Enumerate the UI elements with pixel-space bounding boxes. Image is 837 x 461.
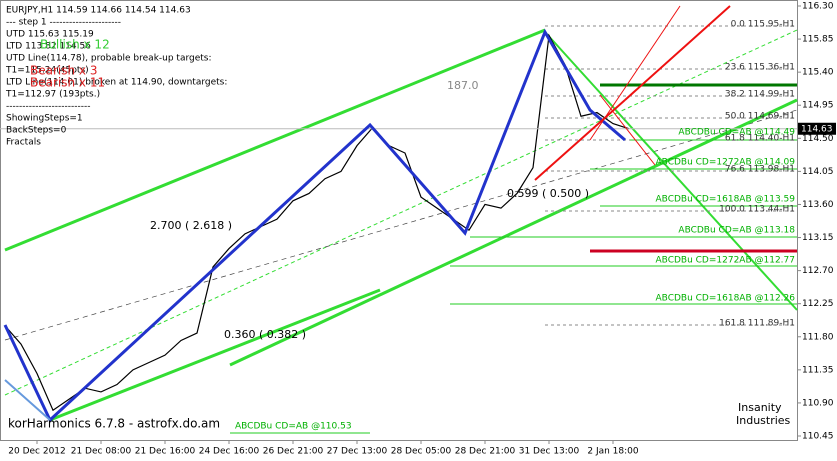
projections: [534, 5, 731, 181]
logo: Industries: [736, 414, 791, 427]
channel-dashed: [4, 109, 798, 341]
y-tick-label: 110.90: [802, 398, 834, 408]
info-line: T1=112.97 (193pts.): [5, 90, 100, 100]
info-line: UTD Line(114.78), probable break-up targ…: [6, 54, 212, 64]
y-tick-label: 112.70: [802, 266, 834, 276]
ratio-label: 2.700 ( 2.618 ): [150, 219, 232, 232]
ratio-label: 0.360 ( 0.382 ): [224, 328, 306, 341]
bearish-count: Bearish x 3: [30, 64, 97, 78]
fib-label: 61.8 114.40-H1: [725, 134, 795, 144]
info-line: LTD Line(114.01) broken at 114.90, downt…: [6, 78, 227, 88]
fib-label: 161.8 111.89-H1: [719, 319, 795, 329]
bullish-count: Bullish x 12: [40, 38, 110, 52]
zigzag-line: [4, 379, 51, 421]
target-lines: [230, 83, 797, 434]
y-tick-label: 115.40: [802, 68, 834, 78]
y-tick-label: 116.30: [802, 2, 834, 12]
price-line: [4, 33, 630, 412]
fib-labels: 0.0 115.95-H1 23.6 115.36-H1 38.2 114.99…: [719, 20, 795, 329]
y-tick-label: 110.45: [802, 432, 834, 442]
y-tick-label: 115.85: [802, 35, 834, 45]
info-line: BackSteps=0: [6, 126, 67, 136]
projection: [599, 94, 656, 166]
channel-line: [229, 98, 798, 367]
projection: [624, 5, 731, 101]
channel-line: [4, 28, 546, 252]
projection: [534, 99, 626, 181]
channel-dashed: [4, 29, 798, 396]
x-tick-label: 28 Dec 05:00: [391, 447, 452, 457]
y-tick-label: 114.50: [802, 134, 834, 144]
fib-label: 50.0 114.69-H1: [725, 112, 795, 122]
ratio-labels: 2.700 ( 2.618 ) 0.360 ( 0.382 ) 0.599 ( …: [150, 79, 589, 341]
fib-label: 0.0 115.95-H1: [731, 20, 795, 30]
info-line: LTD 113.82 114.56: [6, 42, 91, 52]
y-tick-label: 111.35: [802, 365, 834, 375]
symbol-line: EURJPY,H1 114.59 114.66 114.54 114.63: [6, 6, 191, 16]
x-tick-label: 24 Dec 16:00: [199, 447, 260, 457]
x-tick-label: 20 Dec 2012: [8, 447, 66, 457]
x-tick-label: 21 Dec 08:00: [71, 447, 132, 457]
channel-line: [49, 288, 381, 422]
info-panel: EURJPY,H1 114.59 114.66 114.54 114.63 --…: [5, 6, 227, 148]
fib-label: 23.6 115.36-H1: [725, 63, 795, 73]
footer: korHarmonics 6.7.8 - astrofx.do.am: [8, 417, 220, 431]
x-tick-label: 2 Jan 18:00: [587, 447, 639, 457]
ratio-label: 187.0: [447, 79, 479, 92]
logo: Insanity: [738, 401, 782, 414]
y-tick-label: 114.05: [802, 167, 834, 177]
x-tick-label: 28 Dec 21:00: [455, 447, 516, 457]
target-label: ABCDBu CD=AB @113.18: [678, 226, 795, 236]
zigzag: [3, 28, 626, 423]
info-line: UTD 115.63 115.19: [6, 30, 94, 40]
series-layer: [0, 33, 797, 412]
fib-label: 76.6 113.98-H1: [725, 165, 795, 175]
target-label: ABCDBu CD=1272AB @112.77: [656, 256, 795, 266]
y-tick-label: 113.60: [802, 200, 834, 210]
y-tick-label: 114.95: [802, 101, 834, 111]
info-line: T1=115.24(45pts): [5, 66, 89, 76]
x-tick-label: 26 Dec 21:00: [263, 447, 324, 457]
target-label: ABCDBu CD=1272AB @114.09: [656, 158, 796, 168]
y-tick-label: 113.15: [802, 233, 834, 243]
info-line: --- step 1 ----------------------: [6, 18, 121, 28]
projection: [589, 5, 681, 141]
last-price-box: [798, 122, 836, 135]
x-tick-label: 21 Dec 16:00: [135, 447, 196, 457]
ratio-label: 0.599 ( 0.500 ): [507, 187, 589, 200]
x-tick-label: 27 Dec 13:00: [327, 447, 388, 457]
y-tick-label: 112.25: [802, 299, 834, 309]
fib-label: 100.0 113.44-H1: [719, 205, 795, 215]
info-line: Fractals: [6, 138, 41, 148]
info-line: ShowingSteps=1: [6, 114, 83, 124]
target-labels: ABCDBu CD=AB @114.49 ABCDBu CD=1272AB @1…: [235, 128, 795, 432]
target-label: ABCDBu CD=1618AB @112.26: [656, 294, 796, 304]
last-price-label: 114.63: [801, 124, 833, 134]
info-line: --------------------------: [6, 102, 90, 112]
target-label: ABCDBu CD=AB @114.49: [678, 128, 795, 138]
plot-frame: [0, 0, 798, 441]
target-label: ABCDBu CD=1618AB @113.59: [656, 195, 796, 205]
bearish-count: Bearish x 11: [30, 76, 105, 90]
y-tick-label: 111.80: [802, 332, 834, 342]
fib-label: 38.2 114.99-H1: [725, 90, 795, 100]
x-tick-label: 31 Dec 13:00: [519, 447, 580, 457]
target-label: ABCDBu CD=AB @110.53: [235, 422, 352, 432]
